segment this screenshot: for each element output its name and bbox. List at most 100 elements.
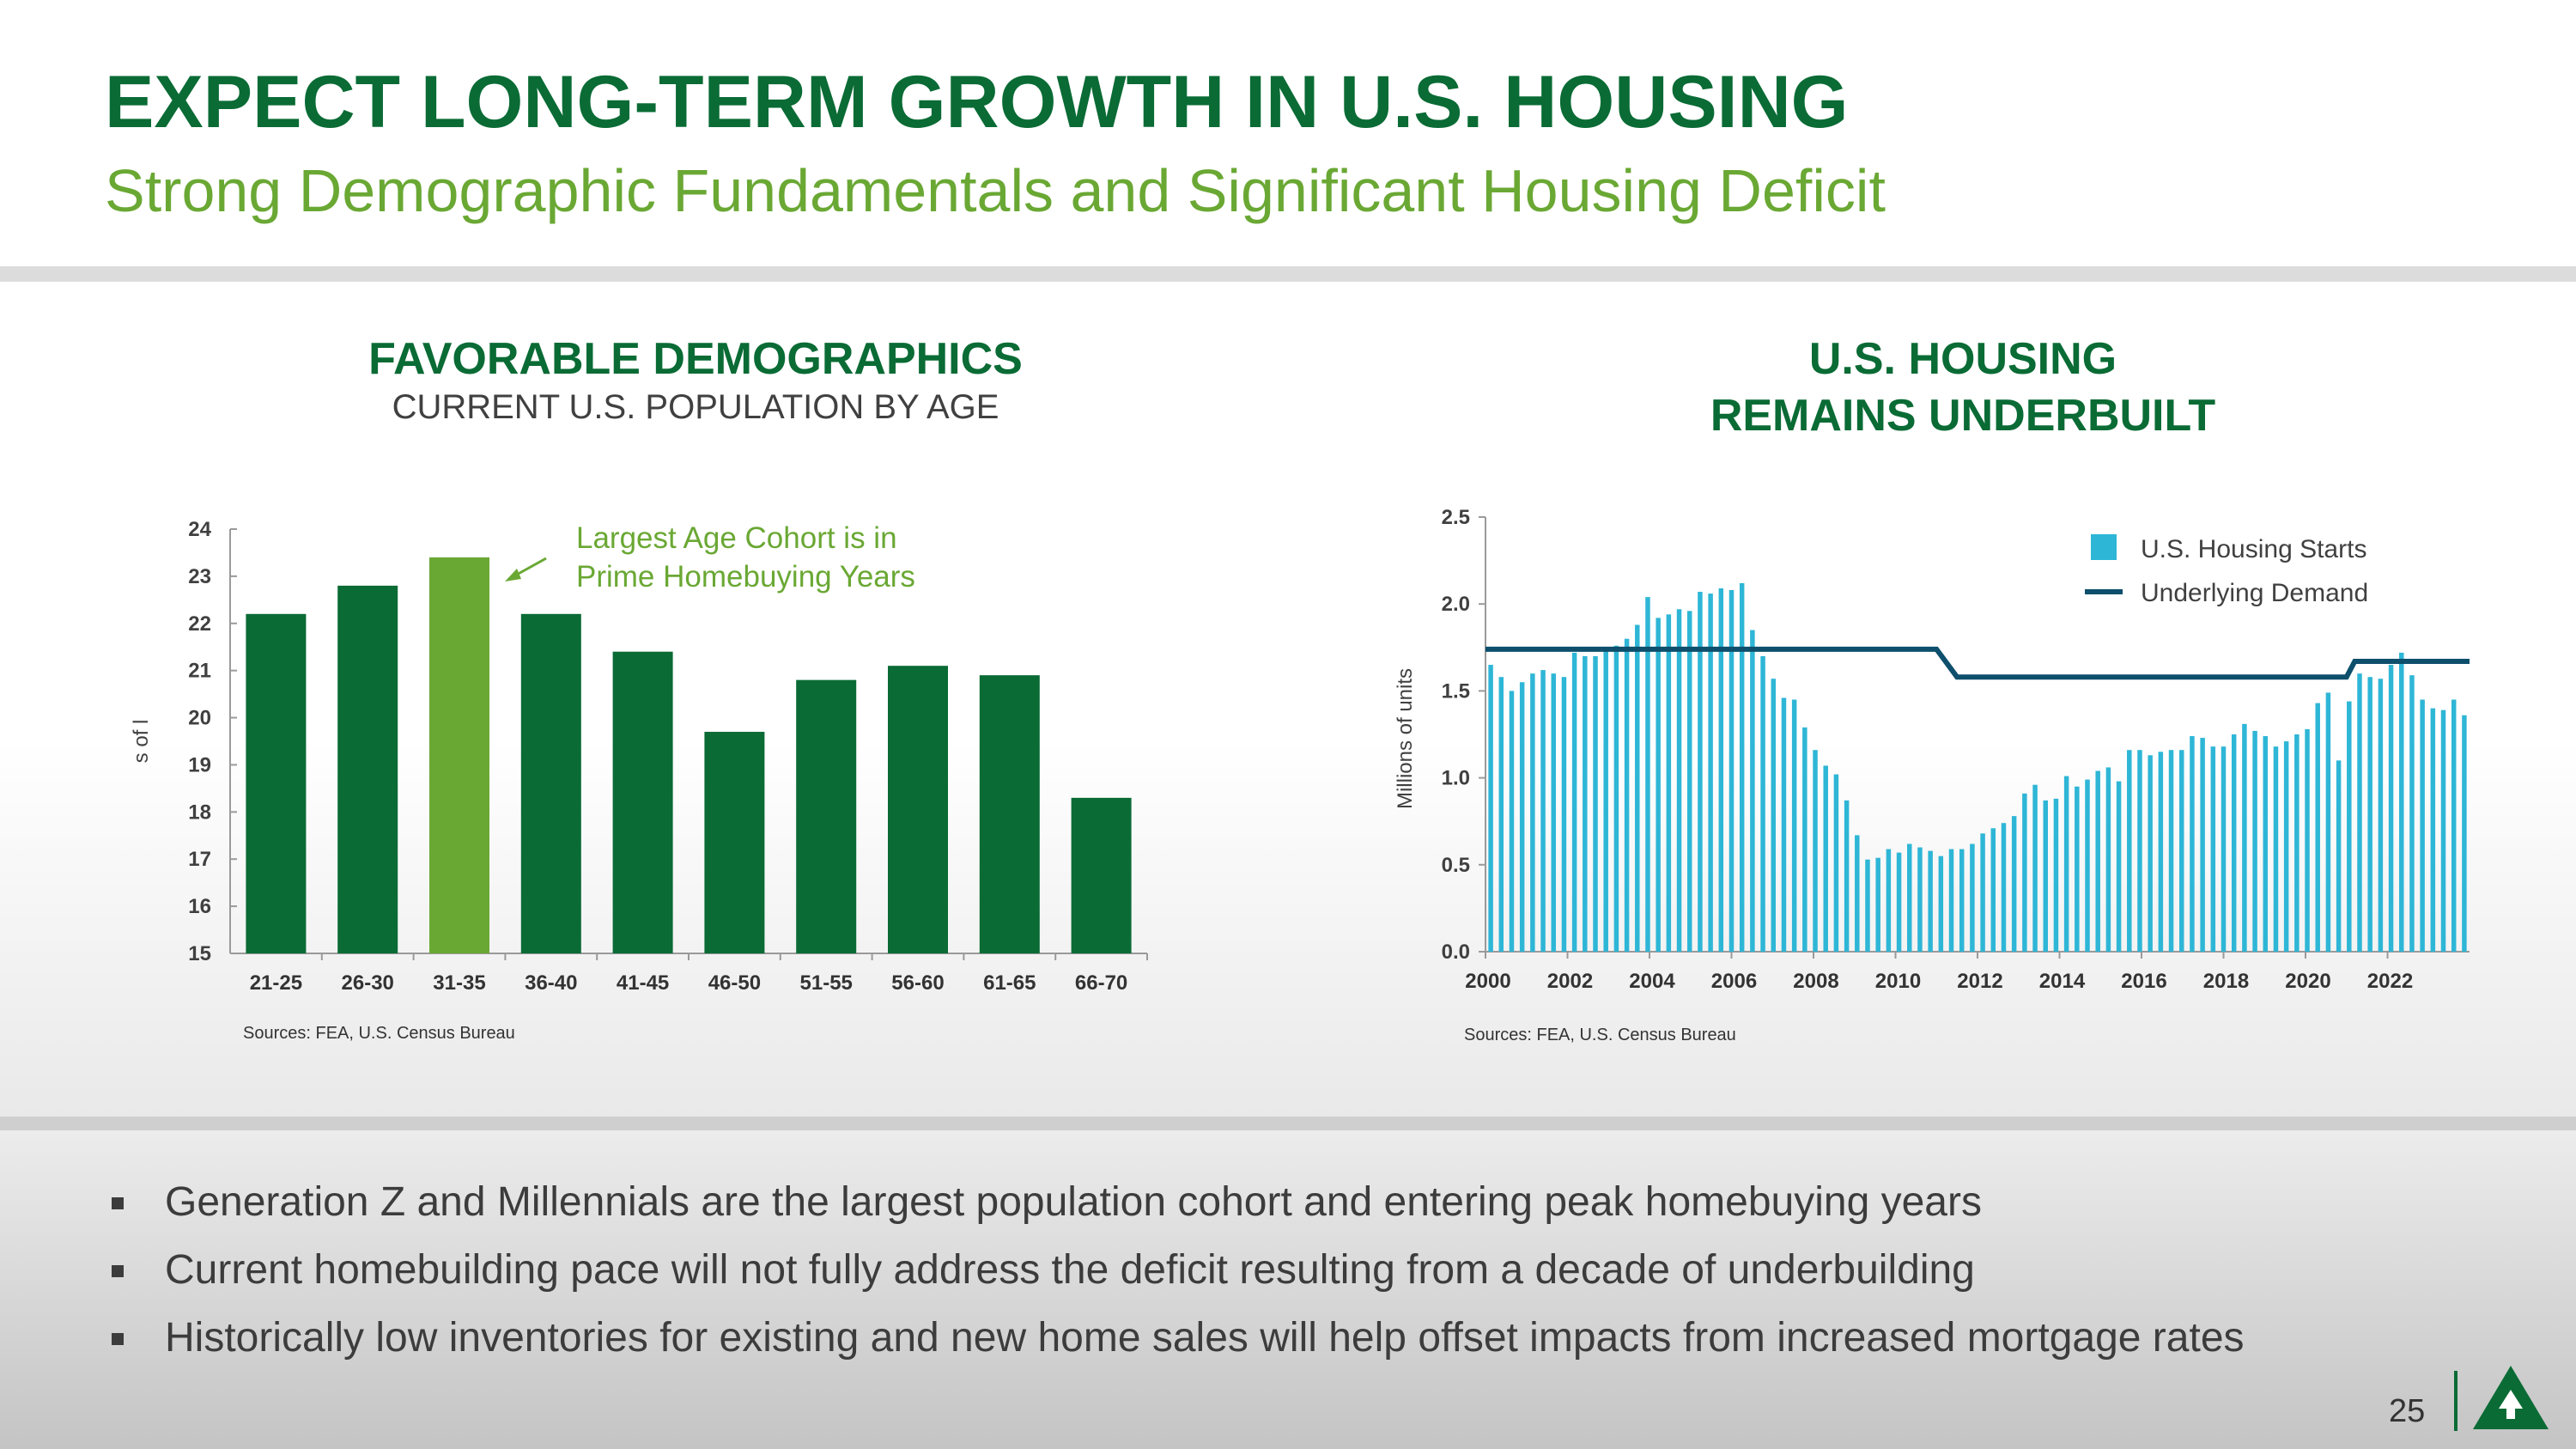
housing-starts-bar: [1760, 655, 1765, 952]
housing-starts-bar: [2462, 715, 2467, 952]
housing-starts-bar: [1613, 645, 1619, 952]
housing-starts-bar: [2105, 767, 2111, 952]
housing-starts-bar: [2451, 699, 2457, 952]
housing-starts-bar: [2336, 760, 2342, 952]
population-bar: [429, 557, 489, 953]
housing-starts-bar: [2325, 692, 2331, 952]
housing-starts-bar: [1656, 618, 1661, 952]
x-tick-label: 26-30: [342, 971, 394, 995]
x-tick-label: 2006: [1711, 970, 1757, 993]
population-bar: [796, 679, 857, 953]
housing-starts-bar: [2075, 786, 2080, 952]
bullet-text: Historically low inventories for existin…: [165, 1315, 2245, 1361]
housing-starts-bar: [1645, 597, 1650, 952]
housing-starts-bar: [2283, 741, 2289, 952]
demographics-chart-subtitle: CURRENT U.S. POPULATION BY AGE: [392, 388, 999, 426]
housing-starts-bar: [2430, 708, 2436, 952]
housing-starts-bar: [2263, 736, 2269, 952]
x-tick-label: 2008: [1793, 970, 1838, 993]
y-tick-label: 23: [188, 565, 211, 588]
population-bar: [979, 675, 1040, 953]
housing-starts-bar: [1802, 727, 1807, 952]
header-divider: [0, 266, 2576, 282]
housing-starts-bar: [2168, 750, 2174, 952]
annotation-arrow-shaft: [514, 557, 547, 577]
housing-starts-bar: [1561, 677, 1567, 952]
x-tick-label: 2016: [2121, 970, 2166, 993]
housing-starts-bar: [1875, 857, 1880, 952]
population-bar: [246, 613, 307, 953]
x-tick-label: 46-50: [708, 971, 761, 995]
population-bar: [612, 651, 673, 953]
underlying-demand-line: [1485, 646, 2470, 680]
housing-starts-bar: [1571, 652, 1577, 952]
x-tick-label: 51-55: [800, 971, 853, 995]
housing-starts-bar: [2420, 699, 2425, 952]
content-divider: [0, 1117, 2576, 1130]
population-bar: [337, 585, 398, 953]
housing-starts-bar: [1624, 638, 1630, 952]
housing-starts-bar: [1896, 852, 1902, 952]
housing-starts-bar: [1509, 691, 1515, 952]
housing-starts-bar: [1676, 609, 1682, 952]
housing-starts-bar: [1917, 847, 1923, 952]
y-tick-label: 21: [188, 660, 211, 683]
housing-chart-title-line1: U.S. HOUSING: [1808, 334, 2117, 384]
bullet-item: Historically low inventories for existin…: [105, 1314, 2245, 1382]
x-tick-label: 2000: [1465, 970, 1510, 993]
housing-starts-bar: [2357, 673, 2362, 952]
housing-starts-bar: [1844, 800, 1850, 952]
x-tick-label: 2022: [2367, 970, 2413, 993]
y-tick-label: 0.0: [1442, 941, 1470, 964]
housing-starts-bar: [2011, 816, 2017, 952]
x-tick-label: 56-60: [891, 971, 944, 995]
housing-starts-bar: [1728, 590, 1735, 952]
x-tick-label: 31-35: [433, 971, 485, 995]
housing-source: Sources: FEA, U.S. Census Bureau: [1464, 1026, 1736, 1044]
annotation-line-1: Largest Age Cohort is in: [576, 521, 897, 555]
housing-starts-bar: [2210, 746, 2216, 952]
housing-starts-bar: [2190, 736, 2195, 952]
housing-starts-bar: [1686, 611, 1692, 952]
housing-starts-bar: [2221, 746, 2227, 952]
housing-starts-bar: [1718, 588, 1724, 952]
company-logo-icon: [2473, 1366, 2549, 1429]
housing-starts-bar: [2315, 703, 2320, 952]
housing-chart-title-line2: REMAINS UNDERBUILT: [1710, 391, 2216, 441]
housing-starts-bar: [1551, 673, 1556, 952]
bullets-background: [0, 1130, 2576, 1449]
bullet-item: Current homebuilding pace will not fully…: [105, 1246, 2245, 1314]
housing-starts-bar: [2043, 800, 2048, 952]
housing-starts-bar: [1519, 682, 1525, 952]
population-bar: [888, 666, 948, 953]
logo-divider: [2454, 1371, 2458, 1431]
y-axis-label: Millions of units: [1394, 668, 1417, 809]
housing-starts-bar: [1833, 774, 1839, 952]
bullet-text: Current homebuilding pace will not fully…: [165, 1247, 1975, 1293]
x-tick-label: 66-70: [1075, 971, 1127, 995]
housing-starts-bar: [2347, 701, 2352, 952]
housing-starts-bar: [1886, 849, 1892, 952]
housing-starts-bar: [1708, 594, 1713, 952]
slide-subtitle: Strong Demographic Fundamentals and Sign…: [105, 157, 1886, 224]
housing-starts-bar: [2399, 652, 2404, 952]
housing-starts-bar: [2095, 770, 2100, 952]
demographics-chart-title: FAVORABLE DEMOGRAPHICS: [368, 334, 1023, 384]
y-tick-label: 20: [188, 707, 211, 730]
housing-starts-bar: [1813, 750, 1818, 952]
x-tick-label: 61-65: [983, 971, 1036, 995]
y-tick-label: 16: [188, 895, 211, 918]
housing-starts-bar: [2001, 823, 2007, 952]
housing-starts-bar: [2305, 728, 2310, 952]
demographics-bar-chart: 24 23 22 21 20 19 18 17 16 15 s of l 21-25 26-30 31-3…: [130, 518, 1148, 995]
housing-starts-bar: [1970, 843, 1975, 952]
bullet-item: Generation Z and Millennials are the lar…: [105, 1178, 2245, 1246]
y-tick-label: 1.5: [1442, 679, 1470, 703]
housing-starts-bar: [1540, 670, 1546, 952]
x-tick-label: 21-25: [250, 971, 302, 995]
housing-starts-bar: [2294, 734, 2300, 952]
bullet-list: Generation Z and Millennials are the lar…: [105, 1178, 2245, 1382]
housing-starts-bar: [2367, 677, 2372, 952]
housing-starts-bar: [2063, 776, 2069, 952]
y-tick-label: 15: [188, 942, 211, 965]
